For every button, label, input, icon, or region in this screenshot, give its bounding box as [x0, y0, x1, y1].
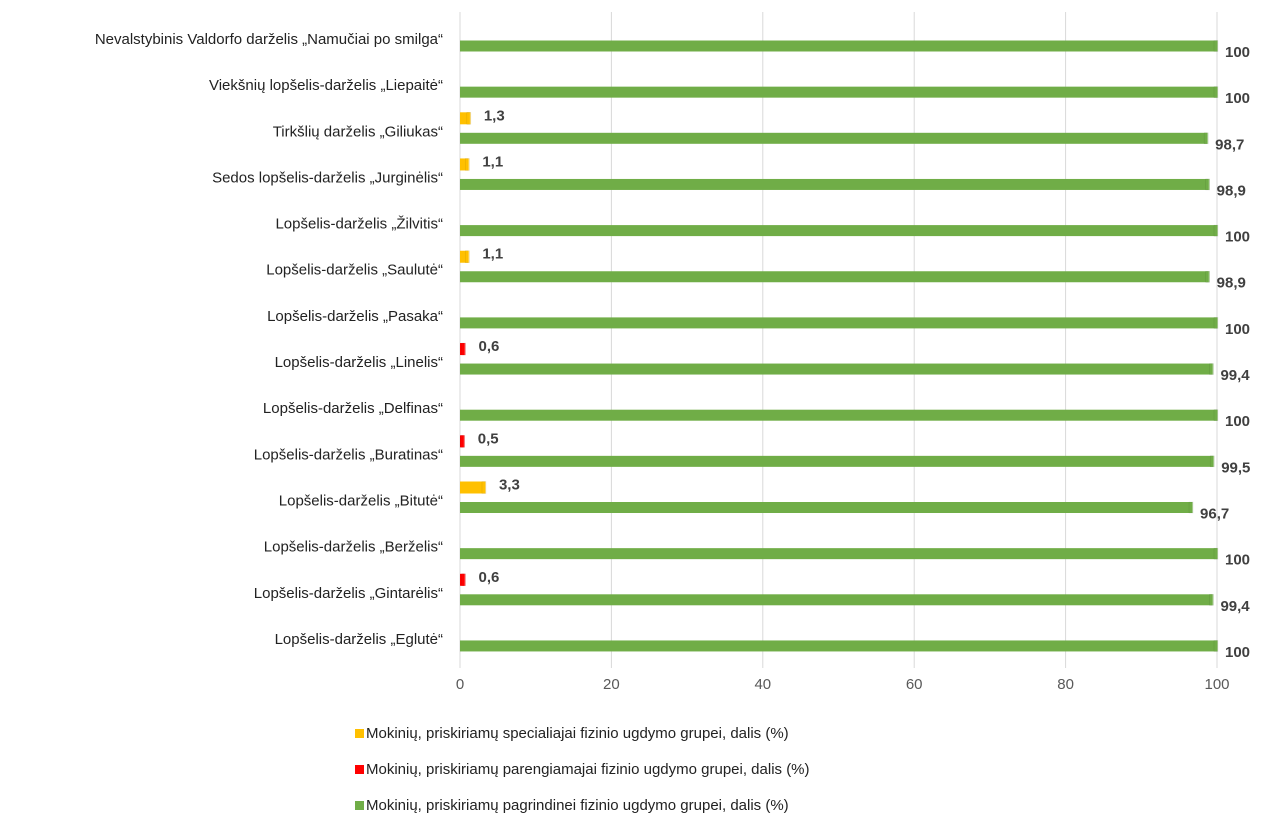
y-tick-label: Viekšnių lopšelis-darželis „Liepaitė“ — [209, 77, 443, 94]
bar-end — [461, 573, 466, 587]
bar — [460, 594, 1213, 606]
bar-end — [465, 250, 470, 263]
y-tick-label: Lopšelis-darželis „Delfinas“ — [263, 400, 443, 417]
legend-swatch — [355, 801, 364, 810]
bar — [460, 502, 1193, 513]
value-label: 100 — [1225, 552, 1250, 569]
bar-end — [1213, 640, 1219, 652]
bar — [460, 86, 1217, 98]
bar-end — [461, 342, 466, 356]
y-tick-label: Lopšelis-darželis „Bitutė“ — [279, 492, 443, 509]
y-tick-label: Lopšelis-darželis „Saulutė“ — [266, 262, 443, 279]
bar-end — [1213, 224, 1219, 237]
x-tick-label: 20 — [603, 676, 620, 693]
bar — [460, 225, 1217, 237]
bar — [460, 481, 485, 494]
bar — [460, 158, 469, 171]
bar-end — [1205, 178, 1210, 191]
bar-end — [1203, 132, 1209, 145]
value-label: 98,9 — [1217, 182, 1246, 199]
bar-end — [1213, 40, 1219, 52]
x-tick-label: 40 — [754, 676, 771, 693]
value-label: 1,3 — [484, 107, 505, 124]
y-tick-label: Tirkšlių darželis „Giliukas“ — [273, 123, 443, 140]
y-tick-label: Lopšelis-darželis „Berželis“ — [264, 539, 443, 556]
y-tick-label: Lopšelis-darželis „Buratinas“ — [254, 446, 443, 463]
x-tick-label: 60 — [906, 676, 923, 693]
value-label: 100 — [1225, 90, 1250, 107]
value-label: 100 — [1225, 321, 1250, 338]
bar-end — [1209, 594, 1214, 606]
value-label: 100 — [1225, 644, 1250, 661]
bar-end — [1213, 547, 1219, 560]
value-label: 99,5 — [1221, 459, 1250, 476]
y-tick-label: Lopšelis-darželis „Gintarėlis“ — [254, 585, 443, 602]
legend-swatch — [355, 765, 364, 774]
legend-label: Mokinių, priskiriamų pagrindinei fizinio… — [366, 797, 789, 814]
bar — [460, 112, 470, 125]
legend-label: Mokinių, priskiriamų parengiamajai fizin… — [366, 761, 810, 778]
bar-end — [460, 435, 466, 448]
value-label: 99,4 — [1220, 598, 1250, 615]
bar — [460, 271, 1209, 283]
value-label: 100 — [1225, 44, 1250, 61]
x-tick-label: 0 — [456, 676, 464, 693]
y-tick-label: Lopšelis-darželis „Linelis“ — [275, 354, 443, 371]
bar-end — [1213, 409, 1219, 421]
bar — [460, 548, 1217, 560]
bar — [460, 640, 1217, 652]
y-tick-label: Sedos lopšelis-darželis „Jurginėlis“ — [212, 169, 443, 186]
bar — [460, 132, 1208, 144]
value-label: 98,7 — [1215, 136, 1244, 153]
value-label: 100 — [1225, 229, 1250, 246]
value-label: 1,1 — [482, 246, 503, 263]
bar-end — [466, 112, 472, 125]
bar — [460, 40, 1217, 52]
legend-label: Mokinių, priskiriamų specialiajai fizini… — [366, 725, 789, 742]
y-tick-label: Nevalstybinis Valdorfo darželis „Namučia… — [95, 31, 443, 48]
bar-end — [481, 481, 487, 494]
y-tick-label: Lopšelis-darželis „Pasaka“ — [267, 308, 443, 325]
value-label: 0,6 — [479, 569, 500, 586]
value-label: 0,5 — [478, 430, 499, 447]
bar — [460, 250, 469, 263]
bar-end — [1188, 501, 1194, 514]
legend-swatch — [355, 729, 364, 738]
value-label: 98,9 — [1217, 275, 1246, 292]
bar-end — [465, 158, 470, 171]
value-label: 100 — [1225, 413, 1250, 430]
y-tick-label: Lopšelis-darželis „Eglutė“ — [275, 631, 443, 648]
value-label: 99,4 — [1220, 367, 1250, 384]
bar — [460, 455, 1214, 467]
bar — [460, 409, 1217, 421]
x-tick-label: 80 — [1057, 676, 1074, 693]
bar-end — [1205, 271, 1210, 283]
bar — [460, 178, 1209, 190]
value-label: 3,3 — [499, 476, 520, 493]
value-label: 96,7 — [1200, 505, 1229, 522]
x-tick-label: 100 — [1204, 676, 1229, 693]
y-tick-label: Lopšelis-darželis „Žilvitis“ — [275, 216, 443, 233]
bar-end — [1209, 455, 1215, 468]
bar — [460, 363, 1213, 375]
bar-end — [1209, 363, 1214, 375]
bar-end — [1213, 86, 1219, 98]
value-label: 1,1 — [482, 153, 503, 170]
bar-end — [1213, 317, 1219, 329]
bar — [460, 317, 1217, 329]
value-label: 0,6 — [479, 338, 500, 355]
